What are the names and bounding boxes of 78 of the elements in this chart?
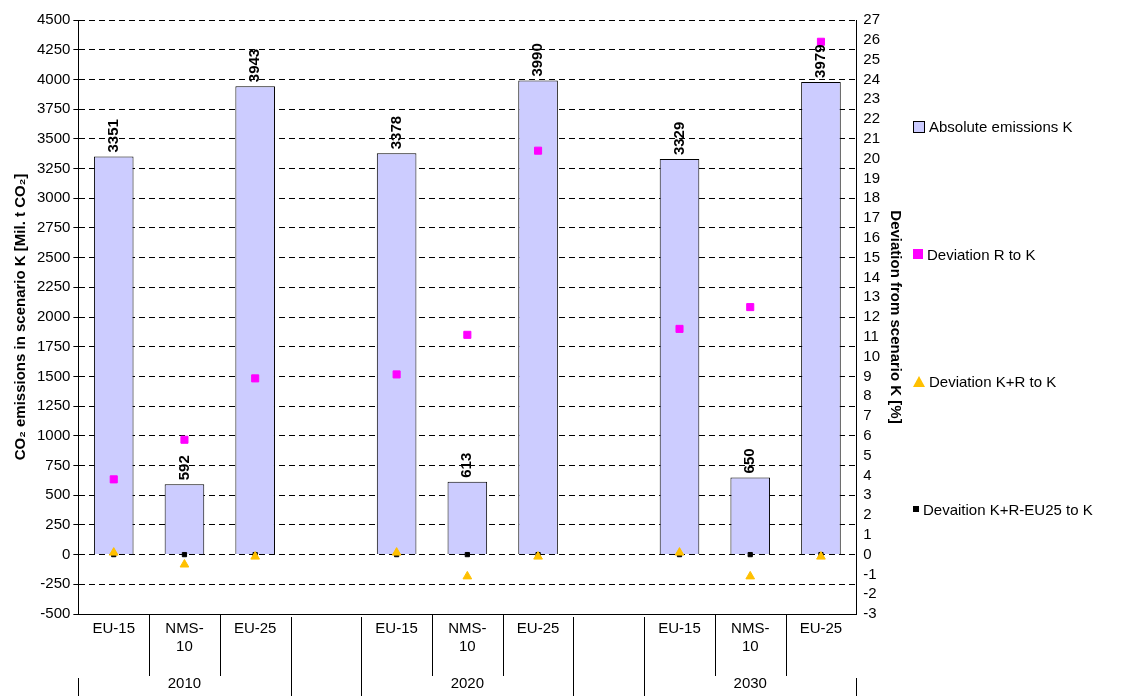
y2-tick-label: 15 (863, 247, 880, 265)
x-tick-label: EU-25 (799, 619, 843, 637)
y2-axis-title: Deviation from scenario K [%] (887, 210, 905, 424)
x-tick-label: EU-25 (516, 619, 560, 637)
x-tick-label: NMS-10 (448, 619, 487, 655)
y2-tick-label: 7 (863, 406, 872, 424)
y2-tick-label: 10 (863, 346, 880, 364)
y2-tick-label: 4 (863, 465, 872, 483)
y-tick-label: 2750 (36, 218, 71, 236)
y2-tick-label: 21 (863, 128, 880, 146)
y2-tick-label: 9 (863, 366, 872, 384)
text: 2010 (167, 674, 202, 692)
x-tick-label: NMS-10 (165, 619, 204, 655)
y-tick-label: 4500 (36, 10, 71, 28)
y-tick-label: 2000 (36, 307, 71, 325)
text: 2020 (450, 674, 485, 692)
y-tick-label: 2500 (36, 247, 71, 265)
y2-tick-label: 12 (863, 307, 880, 325)
y2-tick-label: -2 (863, 584, 877, 602)
y2-tick-label: 2 (863, 505, 872, 523)
y2-tick-label: 1 (863, 524, 872, 542)
y2-tick-label: -3 (863, 604, 877, 622)
x-tick-label: EU-25 (233, 619, 277, 637)
data-label: 3943 (245, 48, 263, 83)
y-tick-label: 2250 (36, 277, 71, 295)
y2-tick-label: 16 (863, 227, 880, 245)
data-label: 3351 (103, 119, 121, 153)
y2-tick-label: 23 (863, 89, 880, 107)
text: 2030 (733, 674, 767, 692)
legend-label: Absolute emissions K (929, 118, 1073, 135)
data-label: 3979 (811, 44, 829, 78)
y2-tick-label: 24 (863, 69, 880, 87)
y-tick-label: 3000 (36, 188, 71, 206)
y2-tick-label: 27 (863, 10, 880, 28)
y-tick-label: -500 (40, 604, 71, 622)
y2-tick-label: 3 (863, 485, 872, 503)
y-tick-label: 1500 (36, 366, 71, 384)
y-tick-label: 0 (62, 544, 71, 562)
y-tick-label: 750 (45, 455, 71, 473)
y2-tick-label: 0 (863, 544, 872, 562)
y2-tick-label: 25 (863, 49, 880, 67)
y2-tick-label: 17 (863, 208, 880, 226)
y2-tick-label: 5 (863, 445, 872, 463)
y-tick-label: -250 (40, 574, 71, 592)
y-tick-label: 250 (45, 515, 71, 533)
legend-label: Deviation K+R to K (929, 373, 1057, 391)
y2-tick-label: 14 (863, 267, 880, 285)
y-tick-label: 4000 (36, 69, 71, 87)
y2-tick-label: 22 (863, 109, 880, 127)
y2-tick-label: 6 (863, 425, 872, 443)
y-tick-label: 1000 (36, 425, 71, 443)
data-label: 592 (174, 455, 192, 481)
y2-tick-label: 11 (863, 326, 879, 344)
y-tick-label: 1750 (36, 336, 71, 354)
y-tick-label: 3500 (36, 128, 71, 146)
y2-tick-label: 26 (863, 29, 880, 47)
legend-label: Devaition K+R-EU25 to K (923, 500, 1093, 518)
y2-tick-label: -1 (863, 564, 877, 582)
y2-tick-label: 8 (863, 386, 872, 404)
y-tick-label: 3750 (36, 99, 71, 117)
y-tick-label: 4250 (36, 39, 71, 57)
x-tick-label: EU-15 (658, 619, 701, 637)
data-label: 3329 (669, 121, 687, 156)
y2-tick-label: 19 (863, 168, 880, 186)
y2-tick-label: 20 (863, 148, 880, 166)
x-tick-label: EU-15 (92, 619, 135, 637)
y-tick-label: 500 (45, 485, 71, 503)
data-label: 3990 (528, 43, 546, 77)
data-label: 650 (740, 448, 758, 474)
y-tick-label: 3250 (36, 158, 71, 176)
y2-tick-label: 13 (863, 287, 880, 305)
data-label: 3378 (386, 115, 404, 150)
legend-label: Deviation R to K (927, 245, 1036, 263)
x-tick-label: NMS-10 (731, 619, 770, 655)
x-tick-label: EU-15 (375, 619, 418, 637)
y-tick-label: 1250 (36, 396, 71, 414)
y-axis-title: CO₂ emissions in scenario K [Mil. t CO₂] (11, 173, 29, 461)
y2-tick-label: 18 (863, 188, 880, 206)
